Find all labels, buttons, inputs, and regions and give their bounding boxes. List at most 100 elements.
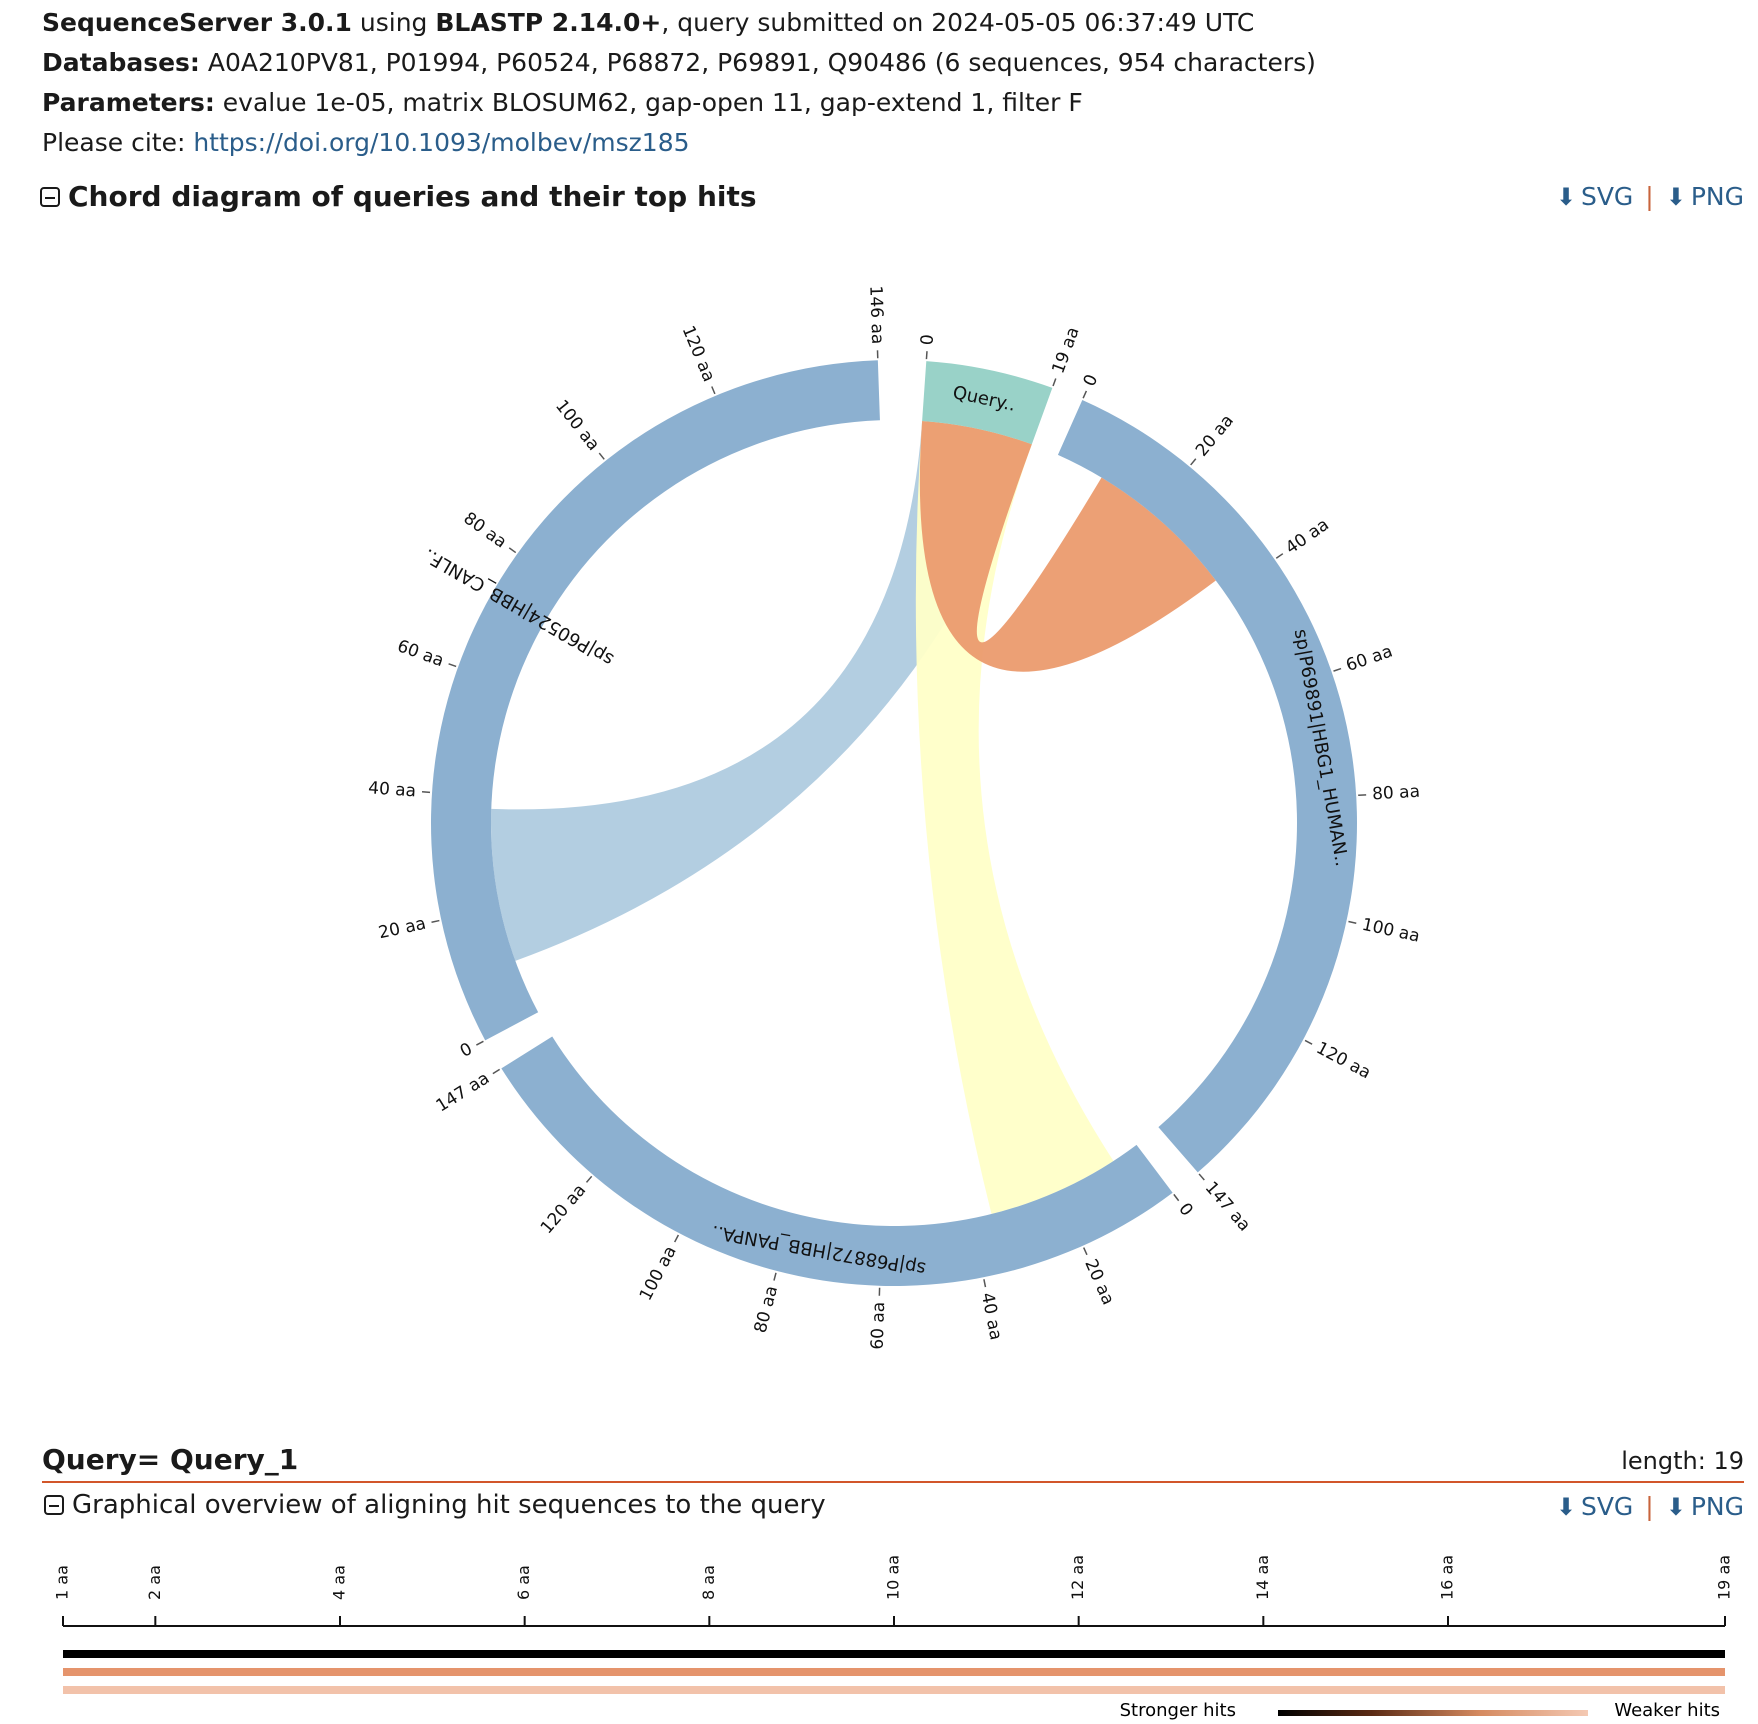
- tick-hbg1-label: 60 aa: [1343, 641, 1395, 676]
- tick-hbb-panpa-label: 20 aa: [1080, 1256, 1118, 1308]
- tick-mark: [1275, 553, 1284, 559]
- chord-ribbons: [491, 420, 1216, 1215]
- tick-mark: [1082, 390, 1088, 399]
- tick-query-label: 19 aa: [1048, 324, 1083, 376]
- overview-hit-bar[interactable]: [63, 1650, 1725, 1658]
- download-separator: |: [1645, 1492, 1654, 1521]
- chord-arcs: [431, 360, 1358, 1286]
- tick-mark: [1333, 667, 1342, 672]
- program-name: BLASTP 2.14.0+: [435, 8, 662, 37]
- arc-hbg1-human[interactable]: [1057, 400, 1358, 1173]
- chord-query-hbb-canlf[interactable]: [491, 420, 1032, 961]
- submitted-text: , query submitted on 2024-05-05 06:37:49…: [661, 8, 1255, 37]
- tick-hbb-canlf-label: 146 aa: [865, 285, 887, 344]
- arc-hbb-canlf[interactable]: [431, 360, 880, 1041]
- overview-section-toggle[interactable]: Graphical overview of aligning hit seque…: [44, 1490, 826, 1520]
- tick-mark: [598, 452, 605, 460]
- chord-png-download[interactable]: ⬇ PNG: [1666, 182, 1744, 211]
- databases-line: Databases: A0A210PV81, P01994, P60524, P…: [42, 48, 1316, 78]
- tick-mark: [508, 547, 517, 554]
- arc-query[interactable]: [922, 361, 1053, 445]
- chord-section-title: Chord diagram of queries and their top h…: [68, 180, 757, 213]
- overview-tick-label: 6 aa: [514, 1565, 533, 1600]
- overview-png-download[interactable]: ⬇ PNG: [1666, 1492, 1744, 1521]
- tick-mark: [585, 1175, 593, 1183]
- chord-svg-download[interactable]: ⬇ SVG: [1556, 182, 1633, 211]
- parameters-line: Parameters: evalue 1e-05, matrix BLOSUM6…: [42, 88, 1083, 118]
- download-icon: ⬇: [1555, 1492, 1576, 1521]
- download-separator: |: [1645, 182, 1654, 211]
- overview-download-links: ⬇ SVG | ⬇ PNG: [1556, 1492, 1744, 1521]
- tick-mark: [1304, 1039, 1313, 1045]
- tick-mark: [925, 351, 928, 360]
- overview-title: Graphical overview of aligning hit seque…: [72, 1490, 826, 1520]
- overview-hits: [63, 1650, 1725, 1694]
- collapse-icon[interactable]: [44, 1495, 64, 1515]
- download-icon: ⬇: [1665, 1492, 1686, 1521]
- tick-hbb-panpa-label: 40 aa: [977, 1291, 1006, 1342]
- tick-hbb-canlf-label: 120 aa: [678, 323, 719, 385]
- tick-mark: [1173, 1193, 1180, 1202]
- tick-hbb-panpa-label: 120 aa: [537, 1180, 590, 1238]
- arc-hbb-panpa[interactable]: [501, 1036, 1173, 1286]
- overview-legend: Stronger hits Weaker hits: [1120, 1700, 1720, 1721]
- databases-label: Databases:: [42, 48, 200, 77]
- tick-hbb-panpa-label: 80 aa: [751, 1284, 782, 1335]
- cite-link[interactable]: https://doi.org/10.1093/molbev/msz185: [193, 128, 690, 157]
- overview-svg-download[interactable]: ⬇ SVG: [1556, 1492, 1633, 1521]
- overview-svg-label: SVG: [1580, 1492, 1634, 1521]
- parameters-label: Parameters:: [42, 88, 215, 117]
- legend-stronger-label: Stronger hits: [1120, 1700, 1236, 1721]
- tick-mark: [492, 1068, 501, 1075]
- query-title: Query= Query_1: [42, 1443, 299, 1476]
- overview-hit-bar[interactable]: [63, 1668, 1725, 1676]
- overview-hit-bar[interactable]: [63, 1686, 1725, 1694]
- download-icon: ⬇: [1555, 182, 1576, 211]
- tick-hbb-panpa-label: 147 aa: [433, 1068, 493, 1116]
- tick-hbb-canlf-label: 40 aa: [368, 778, 417, 801]
- tick-hbb-panpa-label: 100 aa: [636, 1243, 681, 1304]
- overview-tick-label: 19 aa: [1715, 1555, 1734, 1600]
- chord-section-toggle[interactable]: Chord diagram of queries and their top h…: [40, 180, 757, 213]
- tick-hbb-panpa-label: 0: [1174, 1200, 1196, 1221]
- tick-mark: [1198, 1173, 1205, 1181]
- collapse-icon[interactable]: [40, 186, 60, 207]
- chord-query-hbg1[interactable]: [919, 420, 1216, 672]
- query-header: Query= Query_1 length: 19: [42, 1443, 1744, 1483]
- overview-tick-label: 2 aa: [145, 1565, 164, 1600]
- alignment-overview: 1 aa 2 aa 4 aa 6 aa 8 aa 10 aa 12 aa 14 aa 16 aa…: [53, 1555, 1734, 1721]
- overview-tick-label: 8 aa: [699, 1565, 718, 1600]
- tick-mark: [448, 663, 457, 668]
- tick-hbg1-label: 120 aa: [1313, 1038, 1374, 1083]
- tick-hbg1-label: 100 aa: [1360, 915, 1422, 947]
- tick-hbb-canlf-label: 60 aa: [395, 636, 447, 671]
- tick-hbg1-label: 20 aa: [1192, 411, 1238, 461]
- tick-mark: [1052, 378, 1057, 387]
- chord-download-links: ⬇ SVG | ⬇ PNG: [1556, 182, 1744, 211]
- using-word: using: [359, 8, 428, 37]
- overview-tick-label: 14 aa: [1253, 1555, 1272, 1600]
- tick-mark: [1083, 1247, 1088, 1256]
- chord-svg-label: SVG: [1580, 182, 1634, 211]
- tick-hbg1-label: 0: [1080, 371, 1103, 389]
- download-icon: ⬇: [1665, 182, 1686, 211]
- tick-mark: [1348, 920, 1357, 924]
- tick-mark: [431, 919, 440, 923]
- databases-value: A0A210PV81, P01994, P60524, P68872, P698…: [207, 48, 1316, 77]
- overview-png-label: PNG: [1690, 1492, 1744, 1521]
- overview-tick-label: 10 aa: [884, 1555, 903, 1600]
- app-name: SequenceServer 3.0.1: [42, 8, 352, 37]
- overview-axis: 1 aa 2 aa 4 aa 6 aa 8 aa 10 aa 12 aa 14 aa 16 aa…: [53, 1555, 1734, 1627]
- cite-line: Please cite: https://doi.org/10.1093/mol…: [42, 128, 690, 158]
- overview-tick-label: 16 aa: [1438, 1555, 1457, 1600]
- tick-hbb-canlf-label: 100 aa: [551, 396, 603, 454]
- tick-query-label: 0: [917, 334, 938, 346]
- tick-mark: [476, 1040, 484, 1046]
- tick-hbb-panpa-label: 60 aa: [868, 1301, 889, 1349]
- tick-hbb-canlf-label: 0: [457, 1039, 476, 1062]
- tick-mark: [983, 1279, 987, 1288]
- tick-mark: [711, 386, 716, 395]
- chord-png-label: PNG: [1690, 182, 1744, 211]
- tick-mark: [421, 791, 431, 794]
